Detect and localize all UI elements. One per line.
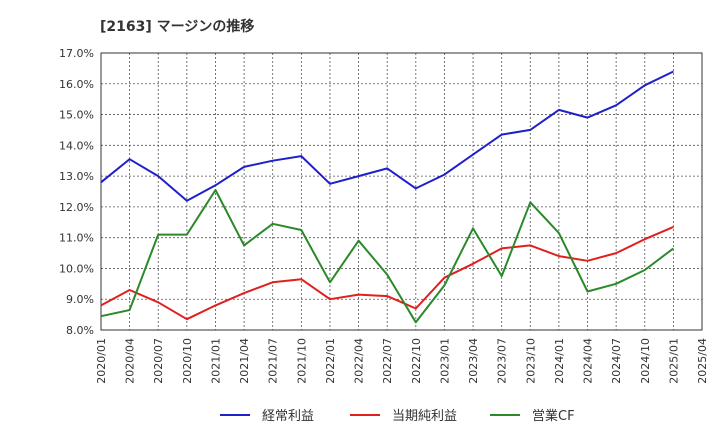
legend-label-2: 営業CF [532, 408, 575, 424]
plot-frame [100, 52, 703, 331]
x-tick-label: 2020/04 [124, 338, 137, 384]
x-tick-label: 2020/10 [181, 338, 194, 384]
x-tick-label: 2022/07 [381, 338, 394, 384]
x-tick-label: 2023/10 [524, 338, 537, 384]
legend: 経常利益 当期純利益 営業CF [220, 408, 575, 424]
legend-label-0: 経常利益 [262, 409, 314, 424]
x-tick-label: 2025/01 [667, 338, 680, 384]
x-tick-label: 2022/04 [353, 338, 366, 384]
y-tick-label: 9.0% [66, 293, 94, 306]
x-tick-label: 2024/04 [582, 338, 595, 384]
x-tick-label: 2023/01 [438, 338, 451, 384]
x-tick-label: 2024/01 [553, 338, 566, 384]
x-tick-label: 2021/10 [295, 338, 308, 384]
y-tick-label: 16.0% [59, 78, 94, 91]
y-tick-label: 17.0% [59, 47, 94, 60]
series-line-0 [100, 70, 674, 202]
x-tick-label: 2021/01 [209, 338, 222, 384]
y-tick-label: 11.0% [59, 232, 94, 245]
x-tick-label: 2023/07 [496, 338, 509, 384]
x-tick-label: 2024/10 [639, 338, 652, 384]
legend-label-1: 当期純利益 [392, 409, 457, 424]
y-tick-label: 12.0% [59, 201, 94, 214]
y-tick-label: 13.0% [59, 170, 94, 183]
series-layer [100, 70, 675, 324]
y-tick-label: 8.0% [66, 324, 94, 337]
x-tick-label: 2023/04 [467, 338, 480, 384]
x-tick-label: 2022/01 [324, 338, 337, 384]
series-line-2 [100, 189, 675, 324]
axis-layer: 8.0% 9.0% 10.0% 11.0% 12.0% 13.0% 14.0% 15.0% 16… [59, 47, 709, 384]
x-tick-label: 2024/07 [610, 338, 623, 384]
x-tick-label: 2020/01 [95, 338, 108, 384]
x-tick-label: 2021/07 [267, 338, 280, 384]
series-line-1 [100, 225, 674, 321]
y-tick-label: 10.0% [59, 262, 94, 275]
x-tick-label: 2021/04 [238, 338, 251, 384]
y-tick-label: 14.0% [59, 139, 94, 152]
y-tick-label: 15.0% [59, 109, 94, 122]
x-tick-label: 2022/10 [410, 338, 423, 384]
grid-layer [100, 52, 703, 331]
chart-title: [2163] マージンの推移 [100, 18, 254, 35]
x-tick-label: 2025/04 [696, 338, 709, 384]
x-tick-label: 2020/07 [152, 338, 165, 384]
